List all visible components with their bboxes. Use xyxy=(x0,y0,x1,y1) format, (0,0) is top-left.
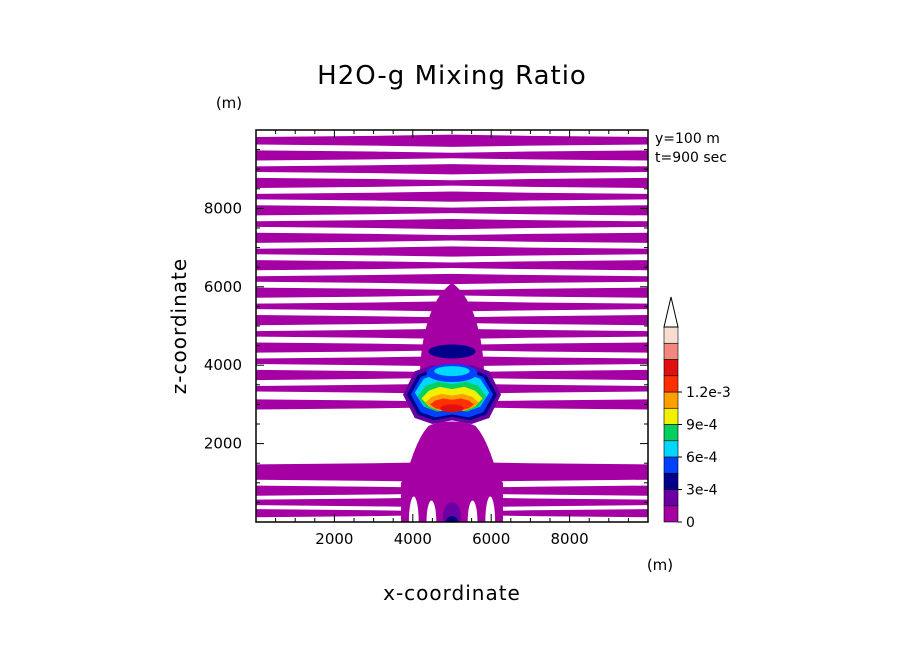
moisture-band xyxy=(256,191,648,202)
moisture-band xyxy=(256,246,648,257)
upper-core-band xyxy=(434,366,470,377)
x-tick-label: 4000 xyxy=(394,530,432,548)
surface-core xyxy=(443,502,461,522)
colorbar-swatch xyxy=(663,440,679,458)
colorbar-swatch xyxy=(663,391,679,409)
y-tick-label: 6000 xyxy=(204,278,242,296)
y-axis-label: z-coordinate xyxy=(167,258,191,394)
chart-title: H2O-g Mixing Ratio xyxy=(317,61,587,91)
upper-core-band xyxy=(428,344,476,359)
colorbar-swatch xyxy=(663,407,679,425)
surface-gap xyxy=(467,500,478,522)
colorbar-swatch xyxy=(663,424,679,442)
surface-gap xyxy=(426,500,437,522)
moisture-band xyxy=(256,273,648,285)
colorbar-tick-label: 1.2e-3 xyxy=(686,385,731,401)
x-axis-label: x-coordinate xyxy=(383,581,521,605)
contour-field xyxy=(256,134,648,522)
x-unit-label: (m) xyxy=(647,556,673,574)
moisture-band xyxy=(256,218,648,230)
annotation-time: t=900 sec xyxy=(655,150,727,166)
colorbar-swatch xyxy=(663,375,679,393)
surface-gap xyxy=(485,496,496,522)
x-tick-label: 6000 xyxy=(472,530,510,548)
colorbar-swatch xyxy=(663,456,679,474)
colorbar-swatch xyxy=(663,505,679,523)
moisture-band xyxy=(256,232,648,243)
colorbar-swatch xyxy=(663,326,679,344)
surface-gap xyxy=(408,496,419,522)
axis-ticks: 2000 4000 6000 8000 2000 4000 6000 8000 xyxy=(204,130,648,548)
colorbar-swatch xyxy=(663,359,679,377)
moisture-band xyxy=(256,134,648,147)
colorbar-tick-label: 0 xyxy=(686,515,695,531)
core-max xyxy=(440,404,464,413)
y-tick-label: 8000 xyxy=(204,199,242,217)
colorbar: 0 3e-4 6e-4 9e-4 1.2e-3 xyxy=(663,296,731,531)
y-unit-label: (m) xyxy=(216,94,242,112)
colorbar-tick-label: 6e-4 xyxy=(686,450,718,466)
x-tick-label: 8000 xyxy=(551,530,589,548)
annotation-y-position: y=100 m xyxy=(655,131,720,147)
colorbar-swatch xyxy=(663,342,679,360)
y-tick-label: 4000 xyxy=(204,356,242,374)
moisture-band xyxy=(256,205,648,216)
moisture-band xyxy=(256,150,648,161)
moisture-band xyxy=(256,177,648,188)
colorbar-tick-label: 9e-4 xyxy=(686,418,718,434)
y-tick-label: 2000 xyxy=(204,435,242,453)
base-mound xyxy=(401,421,503,522)
colorbar-extend-arrow xyxy=(663,296,679,328)
moisture-band xyxy=(256,260,648,271)
colorbar-tick-label: 3e-4 xyxy=(686,483,718,499)
colorbar-swatch xyxy=(663,489,679,507)
x-tick-label: 2000 xyxy=(315,530,353,548)
moisture-band xyxy=(256,164,648,175)
colorbar-swatch xyxy=(663,472,679,490)
